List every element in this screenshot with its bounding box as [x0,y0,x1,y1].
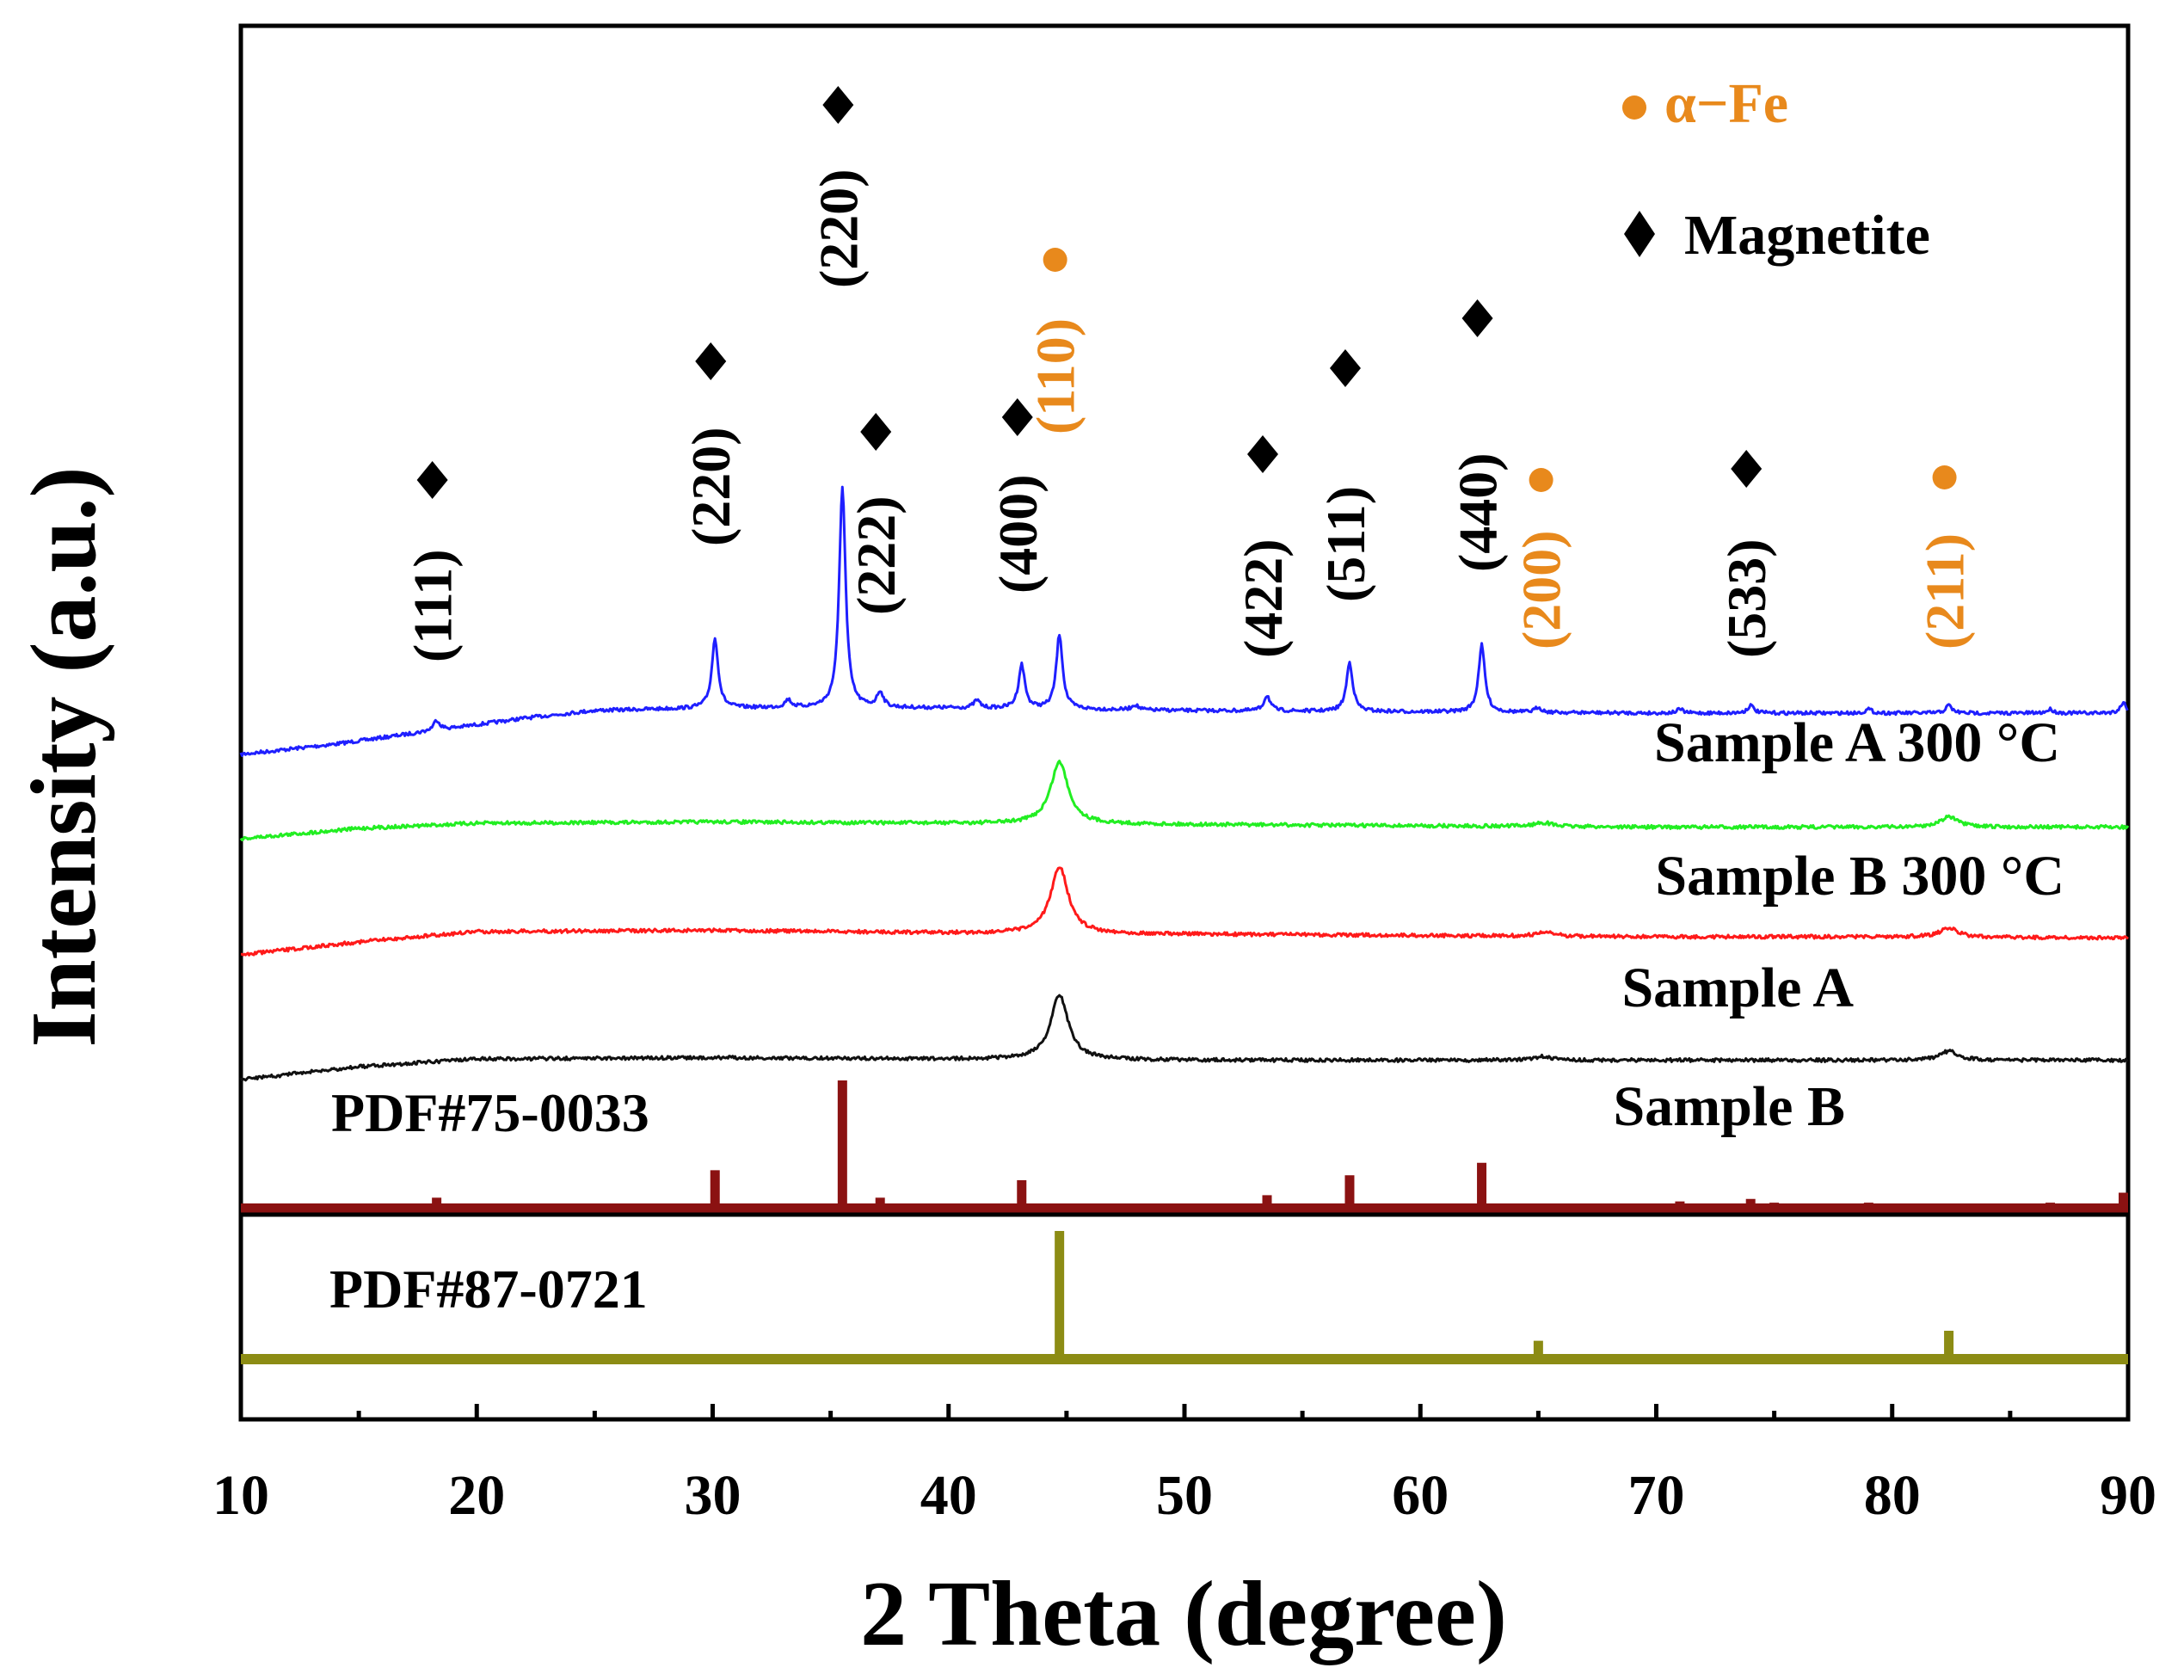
x-tick-label: 50 [1156,1464,1213,1527]
x-tick-label: 70 [1628,1464,1685,1527]
x-tick-label: 10 [212,1464,269,1527]
series-label: Sample A [1621,957,1854,1019]
series-line [239,994,2129,1082]
magnetite-peak-marker [1461,299,1493,337]
alpha-fe-peak-marker [1043,248,1067,272]
peak-hkl-label: (211) [1915,533,1976,649]
x-tick-label: 60 [1392,1464,1449,1527]
y-axis-label: Intensity (a.u.) [13,466,115,1047]
peak-hkl-label: (200) [1511,530,1572,649]
legend-circle-marker [1622,95,1646,120]
magnetite-peak-marker [695,342,727,380]
magnetite-peak-marker [1731,450,1763,488]
peak-hkl-label: (511) [1315,486,1376,602]
magnetite-peak-marker [1001,398,1033,436]
reference-label: PDF#75-0033 [331,1082,649,1143]
peak-hkl-label: (440) [1448,452,1509,572]
alpha-fe-peak-marker [1932,465,1957,489]
series-line [240,866,2129,957]
legend-diamond-marker [1624,211,1655,257]
series-line [239,485,2129,757]
peak-hkl-label: (533) [1716,538,1777,658]
plot-area: (111) (220) (220) (222) (400) (110) (422) (511)… [212,23,2156,1527]
alpha-fe-peak-marker [1529,468,1553,492]
reference-label: PDF#87-0721 [329,1258,648,1320]
peak-hkl-label: (110) [1025,318,1086,434]
x-tick-label: 40 [920,1464,977,1527]
series-label: Sample B [1613,1075,1845,1138]
series-line [239,760,2130,842]
magnetite-peak-marker [416,461,448,499]
series-label: Sample B 300 °C [1655,845,2064,908]
magnetite-peak-marker [860,413,892,451]
series-layer [239,485,2130,1082]
x-tick-label: 90 [2100,1464,2156,1527]
peak-hkl-label: (222) [846,495,907,615]
peak-hkl-label: (220) [680,427,741,546]
legend-label-magnetite: Magnetite [1684,204,1930,267]
x-tick-label: 80 [1864,1464,1921,1527]
x-tick-label: 20 [448,1464,505,1527]
magnetite-peak-marker [1246,435,1278,473]
magnetite-peak-marker [822,86,854,124]
peak-hkl-label: (111) [403,549,464,662]
x-axis-ticks: 10 20 30 40 50 60 70 80 90 [212,1404,2156,1527]
peak-hkl-label: (422) [1233,538,1294,658]
x-axis-label: 2 Theta (degree) [860,1563,1507,1665]
magnetite-peak-marker [1329,349,1361,387]
reference-layer [241,1080,2129,1364]
series-label: Sample A 300 °C [1654,711,2060,774]
legend: α−Fe Magnetite [1622,72,1930,267]
annotation-layer: (111) (220) (220) (222) (400) (110) (422) (511)… [403,86,1976,662]
peak-hkl-label: (220) [808,169,869,288]
peak-hkl-label: (400) [987,474,1049,594]
legend-label-alpha-fe: α−Fe [1664,72,1788,135]
x-tick-label: 30 [685,1464,741,1527]
